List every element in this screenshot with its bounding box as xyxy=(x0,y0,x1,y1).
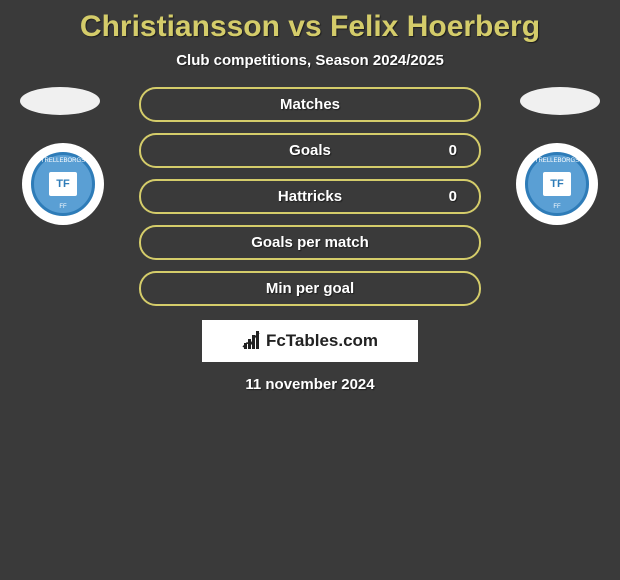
stat-label: Hattricks xyxy=(141,188,479,205)
source-logo-box: FcTables.com xyxy=(202,320,418,362)
stat-label: Goals xyxy=(141,142,479,159)
stat-label: Min per goal xyxy=(141,280,479,297)
stat-row: Matches xyxy=(139,87,481,122)
club-letters: TF xyxy=(543,172,571,196)
club-badge-left: TRELLEBORGS TF FF xyxy=(22,143,104,225)
stat-label: Goals per match xyxy=(141,234,479,251)
date-text: 11 november 2024 xyxy=(0,362,620,407)
stat-row: Goals per match xyxy=(139,225,481,260)
stat-value-right: 0 xyxy=(449,142,457,159)
comparison-content: TRELLEBORGS TF FF TRELLEBORGS TF FF Matc… xyxy=(0,87,620,407)
club-name-bottom: FF xyxy=(528,204,586,210)
stat-row: Goals 0 xyxy=(139,133,481,168)
stats-list: Matches Goals 0 Hattricks 0 Goals per ma… xyxy=(139,87,481,306)
source-logo-text: FcTables.com xyxy=(266,331,378,351)
subtitle: Club competitions, Season 2024/2025 xyxy=(0,48,620,87)
club-letters: TF xyxy=(49,172,77,196)
stat-label: Matches xyxy=(141,96,479,113)
page-title: Christiansson vs Felix Hoerberg xyxy=(0,0,620,48)
club-badge-right: TRELLEBORGS TF FF xyxy=(516,143,598,225)
club-name-top: TRELLEBORGS xyxy=(34,158,92,164)
player-avatar-right xyxy=(520,87,600,115)
player-avatar-left xyxy=(20,87,100,115)
club-name-bottom: FF xyxy=(34,204,92,210)
bar-chart-icon xyxy=(242,331,262,351)
stat-value-right: 0 xyxy=(449,188,457,205)
stat-row: Min per goal xyxy=(139,271,481,306)
stat-row: Hattricks 0 xyxy=(139,179,481,214)
club-name-top: TRELLEBORGS xyxy=(528,158,586,164)
